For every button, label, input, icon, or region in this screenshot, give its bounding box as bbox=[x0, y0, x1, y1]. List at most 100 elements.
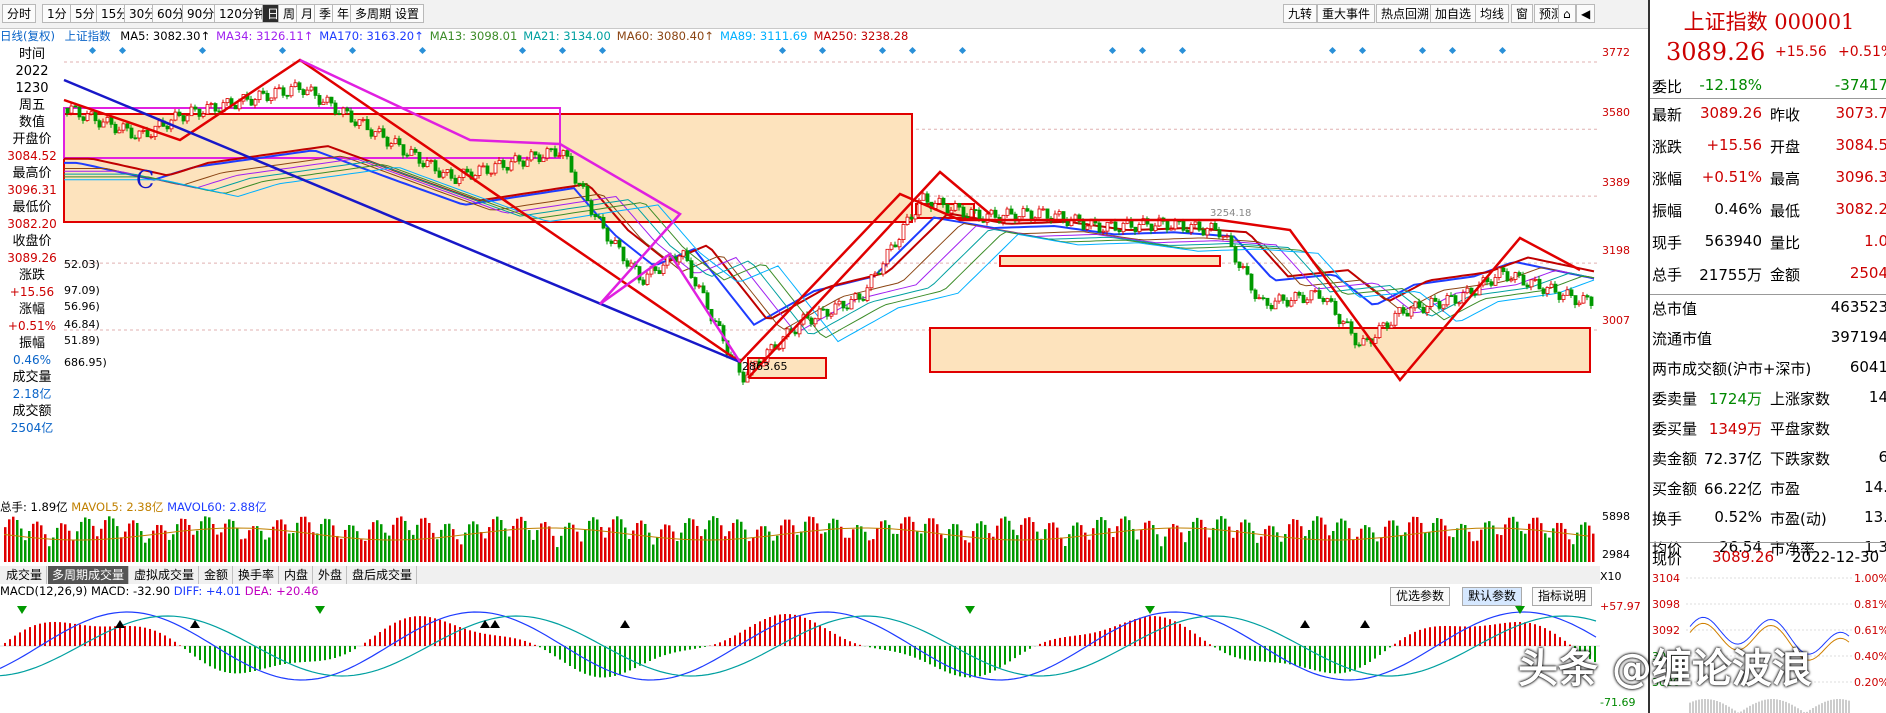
indicator-tab-6[interactable]: 外盘 bbox=[314, 566, 348, 584]
info-label: 开盘价 bbox=[12, 132, 52, 147]
stat-value: 13. bbox=[1864, 508, 1886, 526]
period-tab-10[interactable]: 月 bbox=[296, 4, 319, 23]
quote-label: 现手 bbox=[1652, 234, 1683, 252]
level-label: 3254.18 bbox=[1210, 208, 1251, 219]
info-value: +15.56 bbox=[9, 285, 55, 299]
mini-axis-label: 3104 bbox=[1652, 572, 1680, 585]
stat-value: 14 bbox=[1868, 388, 1886, 406]
mini-axis-label: 0.61% bbox=[1854, 624, 1886, 637]
indicator-tab-2[interactable]: 虚拟成交量 bbox=[130, 566, 200, 584]
toolbar-button-0[interactable]: 九转 bbox=[1283, 4, 1318, 23]
stat-value: 6041 bbox=[1849, 358, 1886, 376]
home-icon[interactable]: ⌂ bbox=[1558, 4, 1576, 23]
quote-label: 昨收 bbox=[1770, 106, 1801, 124]
info-label: 成交额 bbox=[12, 404, 52, 419]
volume-legend-item: 总手: 1.89亿 bbox=[0, 500, 72, 514]
info-value: 3089.26 bbox=[7, 251, 57, 265]
macd-chart[interactable] bbox=[0, 598, 1600, 713]
indicator-tab-5[interactable]: 内盘 bbox=[280, 566, 314, 584]
toolbar-button-1[interactable]: 重大事件 bbox=[1317, 4, 1376, 23]
stat-label: 两市成交额(沪市+深市) bbox=[1652, 360, 1812, 378]
quote-row: 涨跌 +15.56 开盘 3084.5 bbox=[1652, 136, 1886, 166]
period-tab-4[interactable]: 30分 bbox=[124, 4, 162, 23]
stat-label: 卖金额 bbox=[1652, 450, 1698, 468]
quote-value: 3089.26 bbox=[1699, 104, 1762, 122]
info-label: 收盘价 bbox=[12, 234, 52, 249]
toolbar-button-2[interactable]: 热点回溯 bbox=[1376, 4, 1435, 23]
quote-row: 涨幅 +0.51% 最高 3096.3 bbox=[1652, 168, 1886, 198]
stat-label: 总市值 bbox=[1652, 300, 1698, 318]
quote-label: 量比 bbox=[1770, 234, 1801, 252]
mini-axis-label: 0.81% bbox=[1854, 598, 1886, 611]
ma-legend-item: MA5: 3082.30↑ bbox=[120, 29, 211, 43]
indicator-tab-1[interactable]: 多周期成交量 bbox=[48, 566, 130, 584]
wave-c-label: C bbox=[136, 166, 154, 194]
info-label: 周五 bbox=[18, 98, 45, 113]
quote-value: 0.46% bbox=[1714, 200, 1762, 218]
price-axis-label: 3007 bbox=[1602, 314, 1630, 327]
toolbar-button-5[interactable]: 窗 bbox=[1511, 4, 1534, 23]
left-level-label: 51.89) bbox=[64, 334, 100, 347]
stat-value: 1724万 bbox=[1708, 390, 1762, 408]
volume-axis-label: 5898 bbox=[1602, 510, 1630, 523]
prev-icon[interactable]: ◀ bbox=[1576, 4, 1596, 23]
period-tab-13[interactable]: 多周期 bbox=[350, 4, 397, 23]
info-label: 1230 bbox=[15, 81, 49, 96]
macd-button-2[interactable]: 指标说明 bbox=[1532, 587, 1593, 606]
indicator-tab-3[interactable]: 金额 bbox=[200, 566, 234, 584]
stat-label: 市净率 bbox=[1770, 540, 1816, 558]
volume-chart[interactable] bbox=[0, 514, 1600, 562]
index-name-label: 上证指数 bbox=[64, 29, 111, 43]
ma-legend-item: MA13: 3098.01 bbox=[429, 29, 518, 43]
stat-label: 上涨家数 bbox=[1770, 390, 1831, 408]
indicator-tab-4[interactable]: 换手率 bbox=[234, 566, 280, 584]
mini-axis-label: 0.20% bbox=[1854, 676, 1886, 689]
ma-legend-item: MA21: 3134.00 bbox=[523, 29, 611, 43]
watermark: 头条 @缠论波浪 bbox=[1518, 646, 1812, 692]
quote-row-wb: 委比 -12.18% -37417 bbox=[1652, 76, 1886, 106]
quote-value: 3082.2 bbox=[1835, 200, 1886, 218]
info-value: 3096.31 bbox=[7, 183, 57, 197]
quote-pct: +0.51% bbox=[1838, 44, 1886, 60]
intraday-mini-chart[interactable]: 3104 3098 3092 3086 3080 1.00% 0.81% 0.61% 0.40%… bbox=[1650, 570, 1886, 713]
stat-value: 397194 bbox=[1830, 328, 1886, 346]
stat-value: 72.37亿 bbox=[1704, 450, 1762, 468]
quote-row: 最新 3089.26 昨收 3073.7 bbox=[1652, 104, 1886, 134]
info-value: 2504亿 bbox=[10, 421, 54, 435]
macd-button-1[interactable]: 默认参数 bbox=[1462, 587, 1523, 606]
toolbar-button-3[interactable]: 加自选 bbox=[1430, 4, 1477, 23]
quote-value: 3096.3 bbox=[1835, 168, 1886, 186]
quote-label: 金额 bbox=[1770, 266, 1801, 284]
indicator-tab-0[interactable]: 成交量 bbox=[2, 566, 48, 584]
ma-legend-item: MA34: 3126.11↑ bbox=[216, 29, 314, 43]
price-axis-label: 3580 bbox=[1602, 106, 1630, 119]
period-tab-7[interactable]: 120分钟 bbox=[214, 4, 271, 23]
mini-axis-label: 3080 bbox=[1652, 676, 1680, 689]
left-level-label: 56.96) bbox=[64, 300, 100, 313]
mini-axis-label: 3086 bbox=[1652, 650, 1680, 663]
kline-chart[interactable]: 2863.65 C 3254.18 52.03) 97.09) 56.96) 46.84) 5… bbox=[0, 44, 1600, 500]
period-tab-1[interactable]: 1分 bbox=[42, 4, 72, 23]
info-value: 3084.52 bbox=[7, 149, 57, 163]
quote-value: +0.51% bbox=[1701, 168, 1762, 186]
stat-row: 两市成交额(沪市+深市) 6041 bbox=[1652, 358, 1886, 388]
quote-value: 21755万 bbox=[1699, 266, 1762, 284]
price-axis-label: 3389 bbox=[1602, 176, 1630, 189]
chart-mode-label[interactable]: 日线(复权) bbox=[0, 29, 55, 43]
period-tab-9[interactable]: 周 bbox=[278, 4, 301, 23]
indicator-tab-7[interactable]: 盘后成交量 bbox=[348, 566, 418, 584]
now-price: 3089.26 bbox=[1712, 548, 1775, 566]
quote-label: 最低 bbox=[1770, 202, 1801, 220]
stat-row: 委卖量 1724万 上涨家数 14 bbox=[1652, 388, 1886, 418]
period-tab-14[interactable]: 设置 bbox=[390, 4, 425, 23]
stat-value: 1349万 bbox=[1708, 420, 1762, 438]
toolbar-button-4[interactable]: 均线 bbox=[1475, 4, 1510, 23]
info-value: +0.51% bbox=[7, 319, 57, 333]
macd-button-0[interactable]: 优选参数 bbox=[1390, 587, 1451, 606]
quote-label: 总手 bbox=[1652, 266, 1683, 284]
quote-price: 3089.26 bbox=[1666, 38, 1766, 66]
period-tab-2[interactable]: 5分 bbox=[70, 4, 100, 23]
period-tab-0[interactable]: 分时 bbox=[2, 4, 37, 23]
info-label: 涨幅 bbox=[18, 302, 45, 317]
quote-row: 现手 563940 量比 1.0 bbox=[1652, 232, 1886, 262]
